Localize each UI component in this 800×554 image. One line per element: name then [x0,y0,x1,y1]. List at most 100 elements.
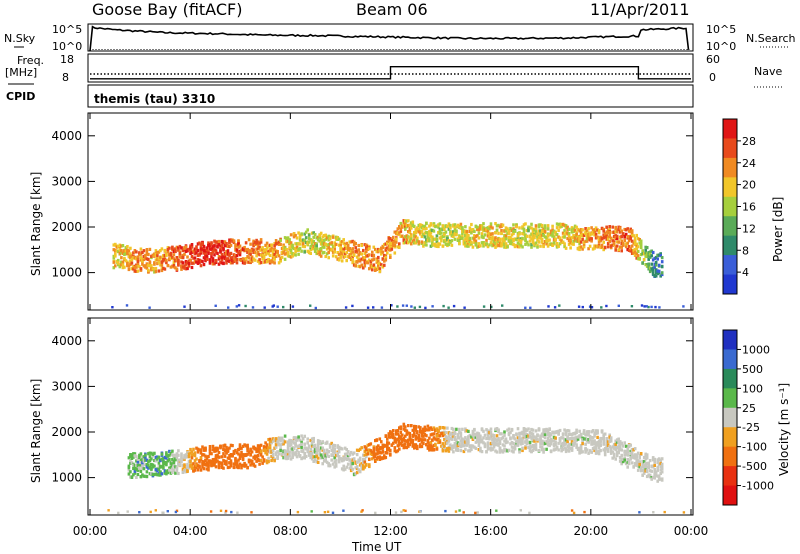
echo-cell [316,249,320,254]
echo-cell [420,226,424,230]
echo-cell [434,443,437,447]
echo-cell [271,448,275,453]
echo-cell [259,247,263,251]
echo-cell [533,228,536,232]
echo-cell [250,248,254,252]
echo-cell [423,426,427,431]
echo-cell [594,451,598,455]
echo-cell [482,227,485,231]
echo-cell [399,221,403,226]
echo-cell [148,451,152,455]
echo-cell [431,445,434,449]
echo-cell [504,245,508,249]
echo-cell [524,440,527,444]
echo-cell [389,241,392,245]
echo-cell [531,230,535,234]
echo-cell [539,223,542,227]
echo-cell [389,435,392,439]
echo-cell [381,446,385,450]
echo-cell [380,252,383,256]
echo-cell [594,244,598,248]
echo-cell [465,235,469,239]
echo-cell [259,443,263,447]
echo-cell [237,304,241,307]
echo-cell [566,448,569,452]
echo-cell [438,232,442,236]
echo-cell [443,444,446,448]
echo-cell [561,436,565,440]
echo-cell [528,449,532,453]
echo-cell [506,231,509,235]
echo-cell [488,235,491,239]
echo-cell [552,241,556,245]
echo-cell [168,257,171,261]
echo-cell [456,223,460,227]
echo-cell [150,457,153,461]
echo-cell [572,442,575,446]
echo-cell [567,432,571,437]
echo-cell [414,241,418,245]
echo-cell [282,243,285,247]
echo-cell [342,248,345,252]
echo-cell [237,464,240,468]
echo-cell [542,428,545,432]
echo-cell [141,257,144,261]
echo-cell [168,468,171,472]
echo-cell [267,244,270,248]
echo-cell [453,442,457,446]
echo-cell [437,429,440,433]
echo-cell [207,244,210,248]
echo-cell [374,459,377,463]
echo-cell [259,459,263,463]
echo-cell [300,434,303,438]
echo-cell [189,244,192,248]
echo-cell [384,434,388,438]
echo-cell [618,440,622,444]
echo-cell [551,231,554,235]
echo-cell [259,261,263,265]
echo-cell [479,225,482,229]
echo-cell [132,265,135,269]
echo-cell [384,242,388,246]
echo-cell [518,432,521,436]
echo-cell [223,240,227,244]
echo-cell [352,263,356,267]
echo-cell [265,452,269,456]
echo-cell [401,433,404,437]
echo-cell [494,245,497,249]
echo-cell [605,234,608,238]
echo-cell [225,460,228,464]
echo-cell [440,227,443,231]
echo-cell [528,431,532,435]
echo-cell [614,444,617,448]
echo-cell [597,449,601,453]
echo-cell [174,259,177,263]
echo-cell [474,435,478,439]
echo-cell [533,435,536,439]
echo-cell [297,435,300,439]
echo-cell [358,456,362,460]
echo-cell [135,459,138,463]
echo-cell [183,305,186,308]
echo-cell [386,251,389,255]
echo-cell [214,446,218,450]
echo-cell [349,249,353,254]
echo-cell [279,259,282,263]
echo-cell [279,256,282,261]
echo-cell [202,447,206,451]
echo-cell [180,255,183,260]
echo-cell [623,234,626,239]
echo-cell [169,461,173,465]
nave-tick-top: 60 [706,53,720,66]
echo-cell [506,245,509,249]
echo-cell [428,448,431,452]
echo-cell [333,247,336,251]
echo-cell [653,471,656,475]
echo-cell [413,232,416,236]
echo-cell [346,243,350,247]
echo-cell [495,242,499,246]
echo-cell [303,250,306,254]
echo-cell [368,247,371,251]
echo-cell [339,247,342,251]
echo-cell [295,448,299,452]
